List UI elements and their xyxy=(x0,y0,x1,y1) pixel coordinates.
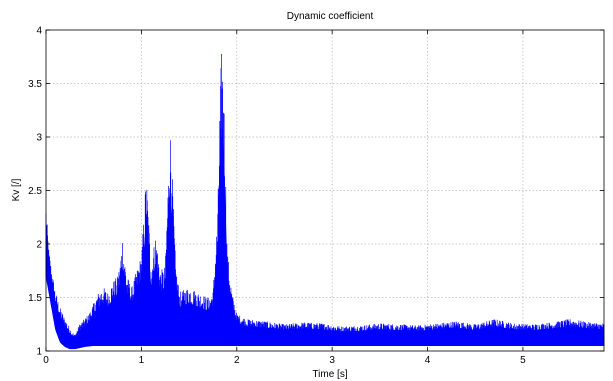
y-tick-label: 4 xyxy=(36,26,42,37)
x-axis-label: Time [s] xyxy=(312,369,347,380)
y-tick-label: 3 xyxy=(36,133,42,144)
y-tick-label: 1.5 xyxy=(28,293,42,304)
x-tick-label: 0 xyxy=(43,355,49,366)
y-axis-label: Kv [/] xyxy=(11,178,22,201)
y-tick-label: 2.5 xyxy=(28,186,42,197)
x-tick-label: 4 xyxy=(425,355,431,366)
signal-spikes xyxy=(45,54,605,349)
x-tick-label: 3 xyxy=(329,355,335,366)
y-tick-label: 1 xyxy=(36,347,42,358)
chart-title: Dynamic coefficient xyxy=(287,11,374,22)
x-tick-label: 1 xyxy=(139,355,145,366)
signal-noise xyxy=(45,54,605,349)
y-tick-label: 2 xyxy=(36,240,42,251)
axis-ticks: 0 1 2 3 4 511.522.533.54 xyxy=(28,26,604,366)
y-tick-label: 3.5 xyxy=(28,79,42,90)
grid xyxy=(46,30,604,351)
x-tick-label: 5 xyxy=(520,355,526,366)
x-tick-label: 2 xyxy=(234,355,240,366)
